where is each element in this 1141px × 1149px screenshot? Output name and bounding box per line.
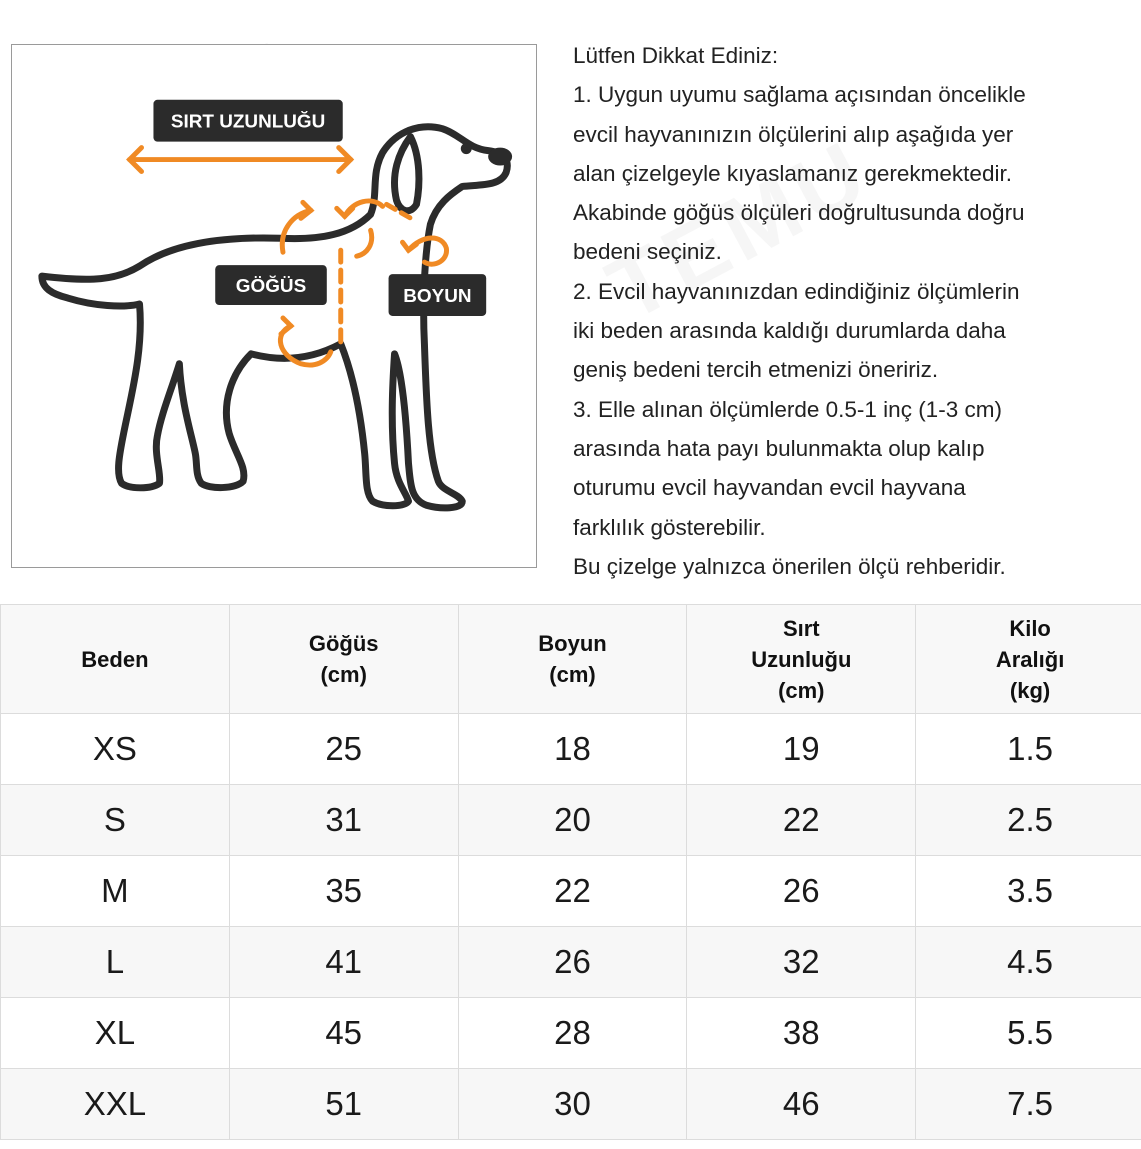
back-length-label: SIRT UZUNLUĞU [153,99,343,142]
neck-label-text: BOYUN [403,286,471,307]
cell-weight: 3.5 [915,855,1141,927]
table-row: XL 45 28 38 5.5 [0,997,1141,1069]
cell-chest: 45 [228,997,459,1069]
table-row: L 41 26 32 4.5 [0,926,1141,998]
table-row: S 31 20 22 2.5 [0,784,1141,856]
notes-line: bedeni seçiniz. [573,239,722,265]
chest-label: GÖĞÜS [215,265,327,306]
cell-size: XXL [0,1068,230,1140]
cell-size: M [0,855,230,927]
cell-neck: 26 [457,926,688,998]
table-row: M 35 22 26 3.5 [0,855,1141,927]
dog-illustration: SIRT UZUNLUĞU GÖĞÜS BOYUN [38,99,513,512]
notes-line: 1. Uygun uyumu sağlama açısından öncelik… [573,82,1026,108]
notes-line: oturumu evcil hayvandan evcil hayvana [573,475,966,501]
cell-chest: 31 [228,784,459,856]
cell-back-length: 19 [686,713,917,785]
cell-neck: 20 [457,784,688,856]
cell-chest: 35 [228,855,459,927]
cell-weight: 5.5 [915,997,1141,1069]
notes-line: geniş bedeni tercih etmenizi öneririz. [573,357,939,383]
cell-back-length: 26 [686,855,917,927]
header-chest: Göğüs (cm) [228,604,459,714]
header-size: Beden [0,604,230,714]
notes-panel: Lütfen Dikkat Ediniz: 1. Uygun uyumu sağ… [573,36,1141,586]
cell-back-length: 32 [686,926,917,998]
notes-line: 3. Elle alınan ölçümlerde 0.5-1 inç (1-3… [573,396,1002,422]
back-length-arrow-icon [126,145,355,175]
cell-size: S [0,784,230,856]
notes-line: evcil hayvanınızın ölçülerini alıp aşağı… [573,121,1014,147]
table-header-row: Beden Göğüs (cm) Boyun (cm) Sırt Uzunluğ… [0,604,1141,714]
notes-line: iki beden arasında kaldığı durumlarda da… [573,318,1006,344]
cell-size: L [0,926,230,998]
chest-label-text: GÖĞÜS [236,275,306,297]
cell-neck: 30 [457,1068,688,1140]
notes-line: 2. Evcil hayvanınızdan edindiğiniz ölçüm… [573,278,1020,304]
notes-line: arasında hata payı bulunmakta olup kalıp [573,435,985,461]
cell-weight: 4.5 [915,926,1141,998]
notes-title: Lütfen Dikkat Ediniz: [573,43,779,68]
header-neck: Boyun (cm) [457,604,688,714]
notes-line: Bu çizelge yalnızca önerilen ölçü rehber… [573,553,1006,579]
notes-line: Akabinde göğüs ölçüleri doğrultusunda do… [573,200,1025,226]
cell-size: XL [0,997,230,1069]
back-length-label-text: SIRT UZUNLUĞU [171,111,325,133]
cell-size: XS [0,713,230,785]
dog-nose-icon [488,147,513,166]
size-chart-table: Beden Göğüs (cm) Boyun (cm) Sırt Uzunluğ… [0,604,1141,1140]
cell-weight: 2.5 [915,784,1141,856]
chest-arrow-icon [278,199,344,368]
cell-chest: 41 [228,926,459,998]
cell-neck: 18 [457,713,688,785]
neck-arrow-icon [334,198,449,267]
dog-outline-icon [38,123,511,512]
cell-chest: 25 [228,713,459,785]
notes-line: alan çizelgeyle kıyaslamanız gerekmekted… [573,160,1012,186]
cell-weight: 7.5 [915,1068,1141,1140]
cell-neck: 28 [457,997,688,1069]
notes-line: farklılık gösterebilir. [573,514,766,540]
cell-back-length: 22 [686,784,917,856]
cell-back-length: 46 [686,1068,917,1140]
cell-weight: 1.5 [915,713,1141,785]
cell-neck: 22 [457,855,688,927]
header-weight-range: Kilo Aralığı (kg) [915,604,1141,714]
header-back-length: Sırt Uzunluğu (cm) [686,604,917,714]
dog-measurement-diagram: SIRT UZUNLUĞU GÖĞÜS BOYUN [11,44,537,568]
neck-label: BOYUN [388,274,487,316]
cell-back-length: 38 [686,997,917,1069]
table-row: XXL 51 30 46 7.5 [0,1068,1141,1140]
table-row: XS 25 18 19 1.5 [0,713,1141,785]
cell-chest: 51 [228,1068,459,1140]
